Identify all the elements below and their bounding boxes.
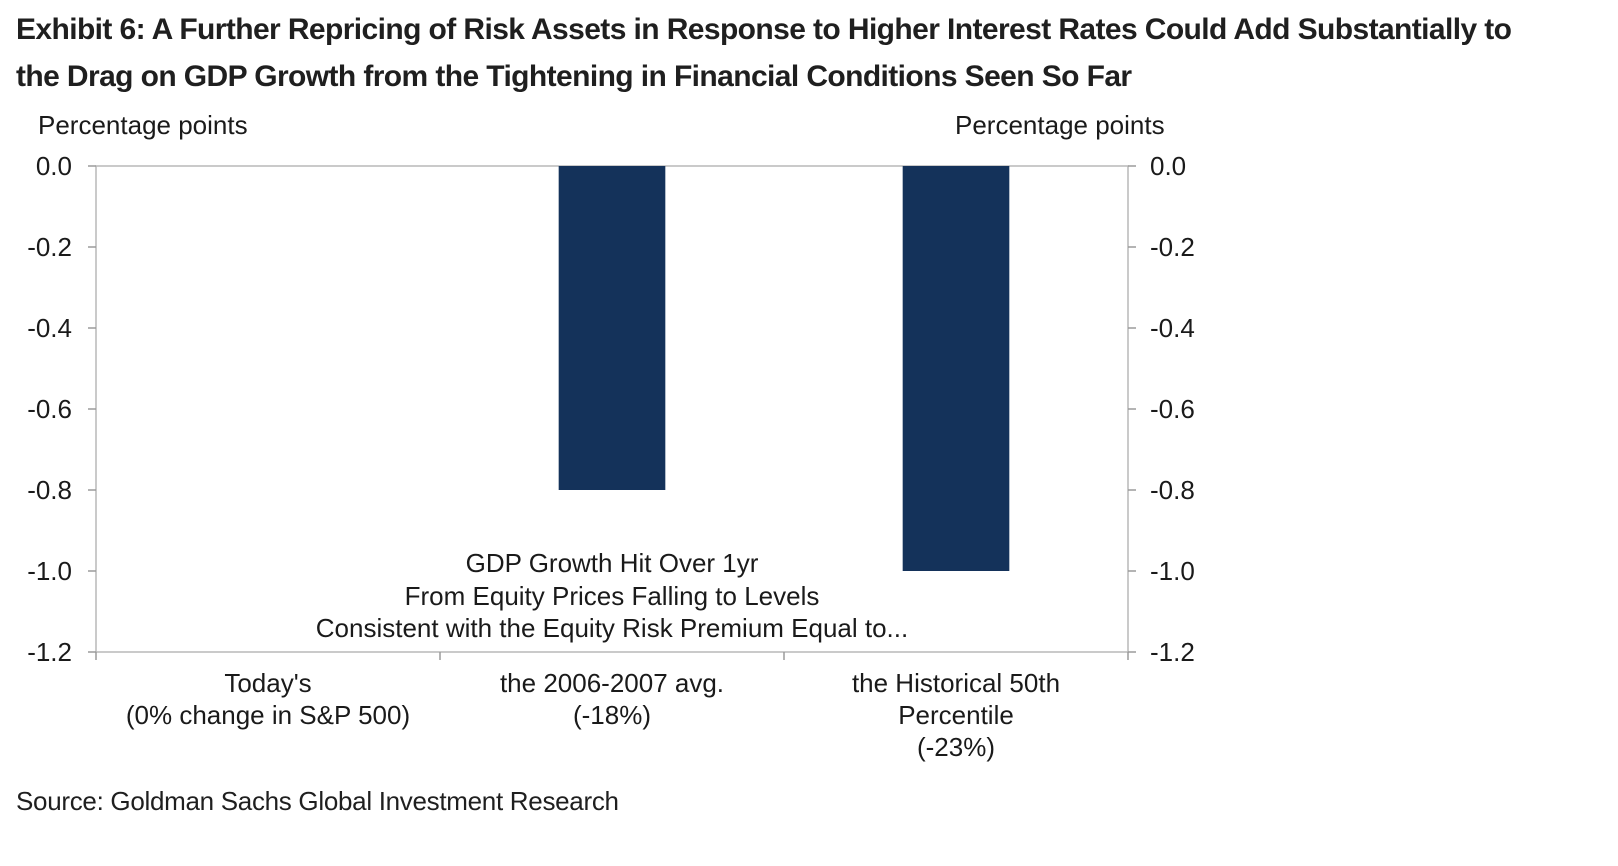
- y-tick-label-left: -0.4: [27, 313, 72, 343]
- y-tick-label-right: -0.2: [1150, 232, 1195, 262]
- x-category-label: Today's: [224, 668, 311, 698]
- bar-2: [558, 166, 666, 490]
- x-category-label: (-23%): [917, 732, 995, 762]
- y-tick-label-left: -0.2: [27, 232, 72, 262]
- x-axis-labels: Today's(0% change in S&P 500) the 2006-20…: [126, 668, 1060, 762]
- x-category-label: Percentile: [898, 700, 1014, 730]
- annotation-line-3: Consistent with the Equity Risk Premium …: [316, 613, 908, 643]
- y-axis-label-left: Percentage points: [38, 110, 248, 140]
- y-tick-label-left: -0.8: [27, 475, 72, 505]
- x-category-label: (-18%): [573, 700, 651, 730]
- x-category-label: the 2006-2007 avg.: [500, 668, 724, 698]
- y-tick-label-right: 0.0: [1150, 151, 1186, 181]
- axes: 0.0 0.0 -0.2 -0.2 -0.4 -0.4 -0.6 -0.6 -0.8 -0.8 -1…: [27, 151, 1195, 667]
- y-tick-label-right: -1.2: [1150, 637, 1195, 667]
- y-tick-label-right: -0.8: [1150, 475, 1195, 505]
- bar-3: [902, 166, 1010, 571]
- annotation-line-2: From Equity Prices Falling to Levels: [405, 581, 820, 611]
- y-tick-label-right: -1.0: [1150, 556, 1195, 586]
- y-tick-label-left: 0.0: [36, 151, 72, 181]
- x-category-label: (0% change in S&P 500): [126, 700, 410, 730]
- annotation-line-1: GDP Growth Hit Over 1yr: [466, 548, 759, 578]
- bars: [558, 166, 1010, 571]
- chart-title: Exhibit 6: A Further Repricing of Risk A…: [16, 6, 1606, 100]
- y-axis-label-right: Percentage points: [955, 110, 1165, 140]
- x-category-label: the Historical 50th: [852, 668, 1060, 698]
- y-tick-label-right: -0.4: [1150, 313, 1195, 343]
- y-tick-label-right: -0.6: [1150, 394, 1195, 424]
- y-tick-label-left: -0.6: [27, 394, 72, 424]
- y-tick-label-left: -1.2: [27, 637, 72, 667]
- axis-labels: Percentage points Percentage points: [38, 110, 1165, 140]
- chart-title-line-2: the Drag on GDP Growth from the Tighteni…: [16, 60, 1132, 93]
- y-tick-label-left: -1.0: [27, 556, 72, 586]
- chart-title-line-1: Exhibit 6: A Further Repricing of Risk A…: [16, 13, 1512, 46]
- chart-annotation: GDP Growth Hit Over 1yr From Equity Pric…: [316, 548, 908, 643]
- source-note: Source: Goldman Sachs Global Investment …: [16, 786, 619, 816]
